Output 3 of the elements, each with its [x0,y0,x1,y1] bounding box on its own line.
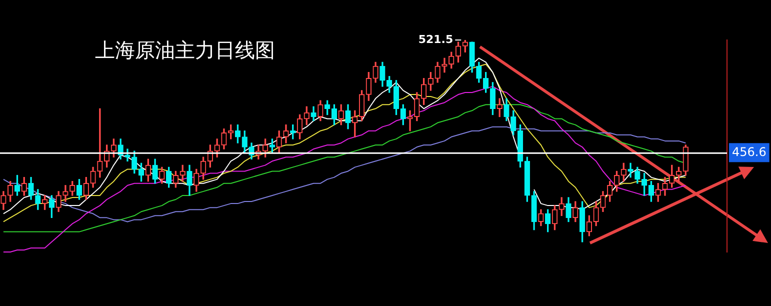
annotation: 521.5 [418,32,454,46]
text: 456.6 [732,145,766,160]
chart-title: 上海原油主力日线图 [95,38,275,62]
